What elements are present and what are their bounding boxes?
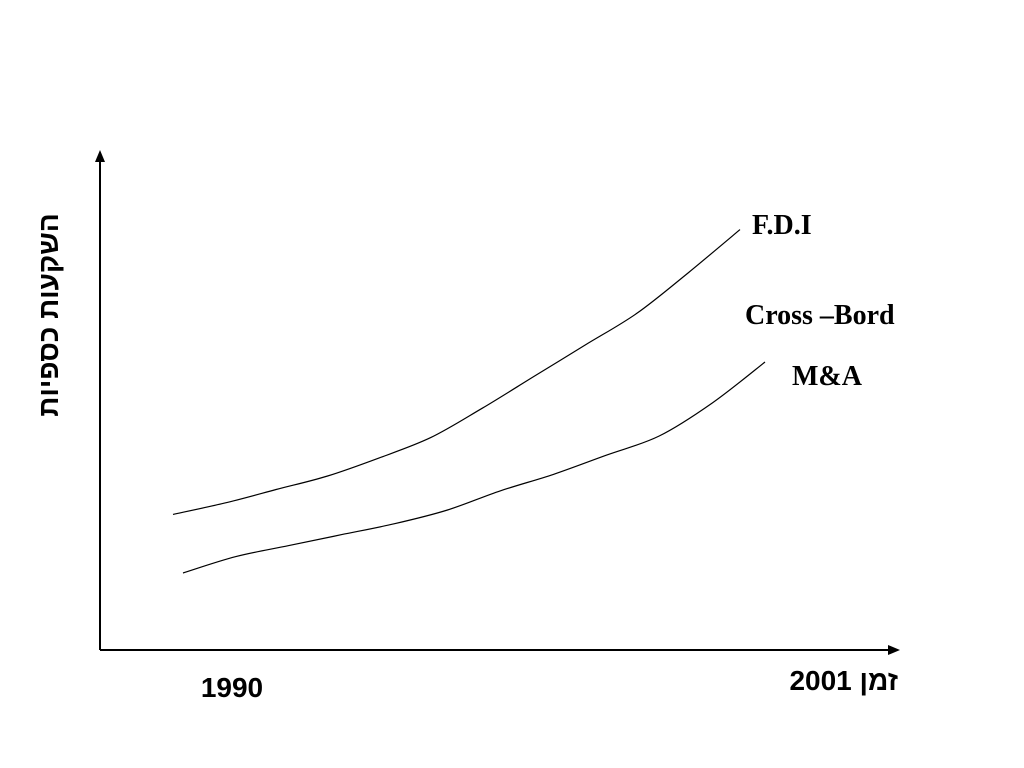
series-line-cross-border-ma xyxy=(182,361,766,574)
series-label-fdi: F.D.I xyxy=(752,210,812,241)
x-axis-title: זמן xyxy=(860,665,898,696)
x-tick-label-end: 2001 xyxy=(789,665,851,696)
y-axis-arrowhead xyxy=(95,150,105,162)
series-layer xyxy=(172,229,766,574)
x-tick-label-start: 1990 xyxy=(201,672,263,703)
x-axis-label: 2001 זמן xyxy=(789,665,898,696)
chart-axes xyxy=(95,150,900,655)
y-axis-title: השקעות כספיות xyxy=(33,213,64,416)
series-label-cross-border-line2: M&A xyxy=(792,361,863,392)
x-axis-arrowhead xyxy=(888,645,900,655)
series-line-fdi xyxy=(172,229,741,515)
series-label-cross-border-line1: Cross –Bord xyxy=(745,300,895,331)
